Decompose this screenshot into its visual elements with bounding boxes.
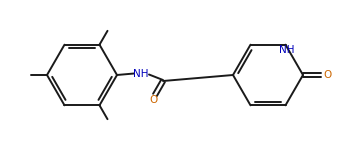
Text: O: O: [149, 95, 157, 105]
Text: NH: NH: [133, 69, 149, 79]
Text: O: O: [323, 70, 331, 80]
Text: NH: NH: [279, 45, 294, 55]
